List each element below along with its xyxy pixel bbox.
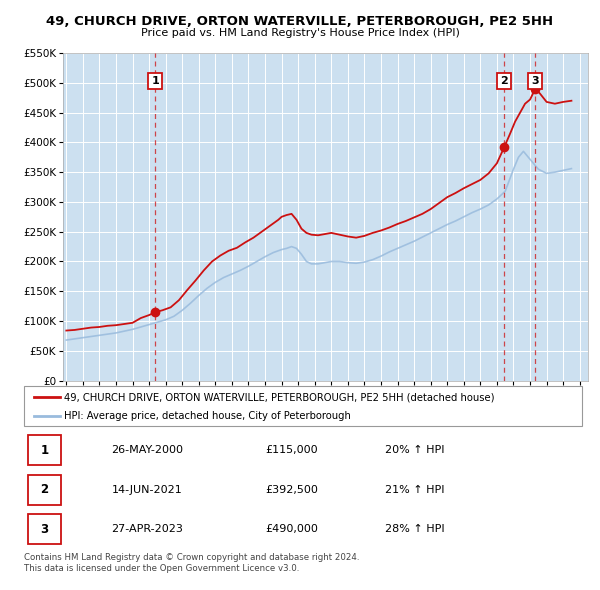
Text: £490,000: £490,000	[265, 524, 318, 534]
Text: 1: 1	[41, 444, 49, 457]
FancyBboxPatch shape	[28, 435, 61, 466]
Text: 3: 3	[532, 76, 539, 86]
FancyBboxPatch shape	[28, 514, 61, 544]
Text: 1: 1	[152, 76, 159, 86]
Text: 20% ↑ HPI: 20% ↑ HPI	[385, 445, 445, 455]
Text: 28% ↑ HPI: 28% ↑ HPI	[385, 524, 445, 534]
Text: 49, CHURCH DRIVE, ORTON WATERVILLE, PETERBOROUGH, PE2 5HH: 49, CHURCH DRIVE, ORTON WATERVILLE, PETE…	[46, 15, 554, 28]
Text: £392,500: £392,500	[265, 485, 318, 494]
Text: 49, CHURCH DRIVE, ORTON WATERVILLE, PETERBOROUGH, PE2 5HH (detached house): 49, CHURCH DRIVE, ORTON WATERVILLE, PETE…	[64, 392, 494, 402]
FancyBboxPatch shape	[28, 475, 61, 504]
Text: HPI: Average price, detached house, City of Peterborough: HPI: Average price, detached house, City…	[64, 411, 351, 421]
Text: 2: 2	[41, 483, 49, 496]
Text: 26-MAY-2000: 26-MAY-2000	[111, 445, 183, 455]
Text: 27-APR-2023: 27-APR-2023	[111, 524, 182, 534]
Text: 2: 2	[500, 76, 508, 86]
Text: Contains HM Land Registry data © Crown copyright and database right 2024.: Contains HM Land Registry data © Crown c…	[24, 553, 359, 562]
Text: 14-JUN-2021: 14-JUN-2021	[112, 485, 182, 494]
Text: Price paid vs. HM Land Registry's House Price Index (HPI): Price paid vs. HM Land Registry's House …	[140, 28, 460, 38]
Text: This data is licensed under the Open Government Licence v3.0.: This data is licensed under the Open Gov…	[24, 564, 299, 573]
Text: 3: 3	[41, 523, 49, 536]
Text: 21% ↑ HPI: 21% ↑ HPI	[385, 485, 445, 494]
Text: £115,000: £115,000	[266, 445, 318, 455]
